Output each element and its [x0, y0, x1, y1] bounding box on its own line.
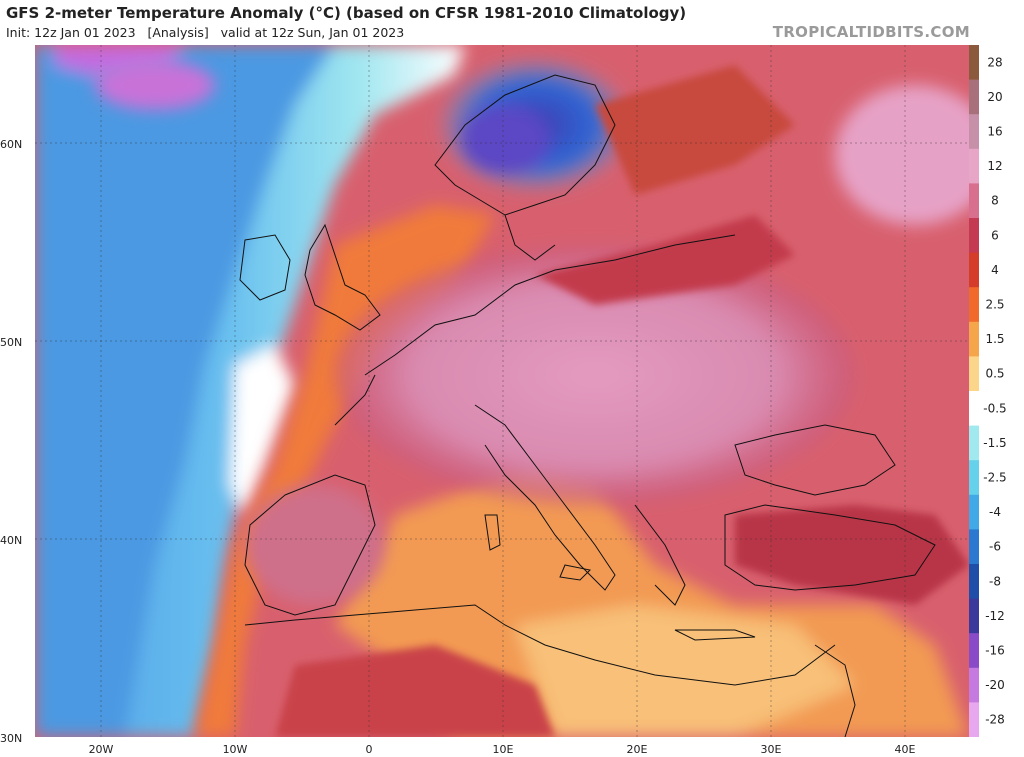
map-subtitle: Init: 12z Jan 01 2023 [Analysis] valid a…: [6, 25, 405, 40]
colorbar-swatch: [969, 287, 979, 323]
colorbar-label: -28: [985, 713, 1005, 727]
colorbar-label: -4: [989, 505, 1001, 519]
colorbar-label: 0.5: [985, 367, 1004, 381]
lon-label-30e: 30E: [760, 743, 782, 756]
red-belts: [275, 65, 969, 737]
colorbar-swatch: [969, 45, 979, 81]
colorbar-swatch: [969, 667, 979, 703]
colorbar-label: 28: [987, 55, 1002, 69]
lat-label-30n: 30N: [0, 732, 23, 745]
lat-label-40n: 40N: [0, 534, 23, 547]
lon-label-0: 0: [365, 743, 373, 756]
lon-label-10w: 10W: [222, 743, 248, 756]
lat-label-60n: 60N: [0, 138, 23, 151]
colorbar-label: 1.5: [985, 332, 1004, 346]
lon-label-40e: 40E: [894, 743, 916, 756]
central-europe-warm-anomaly: [95, 60, 969, 605]
colorbar-swatch: [969, 218, 979, 254]
colorbar-swatch: [969, 391, 979, 427]
lon-label-20e: 20E: [626, 743, 648, 756]
colorbar-label: -20: [985, 678, 1005, 692]
colorbar-label: -12: [985, 609, 1005, 623]
colorbar-label: 2.5: [985, 298, 1004, 312]
colorbar-swatch: [969, 79, 979, 115]
colorbar-swatch: [969, 114, 979, 150]
colorbar-swatch: [969, 148, 979, 184]
atlantic-cold-anomaly: [35, 45, 465, 737]
map-title: GFS 2-meter Temperature Anomaly (°C) (ba…: [6, 4, 687, 22]
colorbar-swatch: [969, 598, 979, 634]
colorbar-swatch: [969, 321, 979, 357]
anomaly-map: [35, 45, 969, 737]
colorbar-label: 6: [991, 228, 999, 242]
colorbar-swatch: [969, 529, 979, 565]
colorbar-swatch: [969, 702, 979, 737]
colorbar-swatch: [969, 564, 979, 600]
coastlines: [239, 74, 936, 737]
colorbar-label: 4: [991, 263, 999, 277]
colorbar-label: -1.5: [983, 436, 1006, 450]
colorbar-swatch: [969, 252, 979, 288]
colorbar-label: -16: [985, 644, 1005, 658]
watermark: TROPICALTIDBITS.COM: [772, 23, 970, 41]
colorbar-swatch: [969, 425, 979, 461]
colorbar-label: 12: [987, 159, 1002, 173]
colorbar-label: -8: [989, 574, 1001, 588]
colorbar-label: 16: [987, 125, 1002, 139]
graticule: [35, 45, 969, 737]
colorbar-label: -0.5: [983, 401, 1006, 415]
colorbar-swatch: [969, 633, 979, 669]
colorbar-swatch: [969, 494, 979, 530]
colorbar-label: -6: [989, 540, 1001, 554]
colorbar: 28 20 16 12 8 6 4 2.5 1.5 0.5 -0.5 -1.5 -2.5 -4 -6 -8 -1…: [969, 45, 1007, 737]
colorbar-swatch: [969, 183, 979, 219]
lon-label-20w: 20W: [88, 743, 114, 756]
colorbar-label: 8: [991, 194, 999, 208]
colorbar-swatch: [969, 356, 979, 392]
scandinavia-cold-anomaly: [435, 55, 635, 195]
lat-label-50n: 50N: [0, 336, 23, 349]
colorbar-label: 20: [987, 90, 1002, 104]
colorbar-swatch: [969, 460, 979, 496]
colorbar-label: -2.5: [983, 471, 1006, 485]
lon-label-10e: 10E: [492, 743, 514, 756]
